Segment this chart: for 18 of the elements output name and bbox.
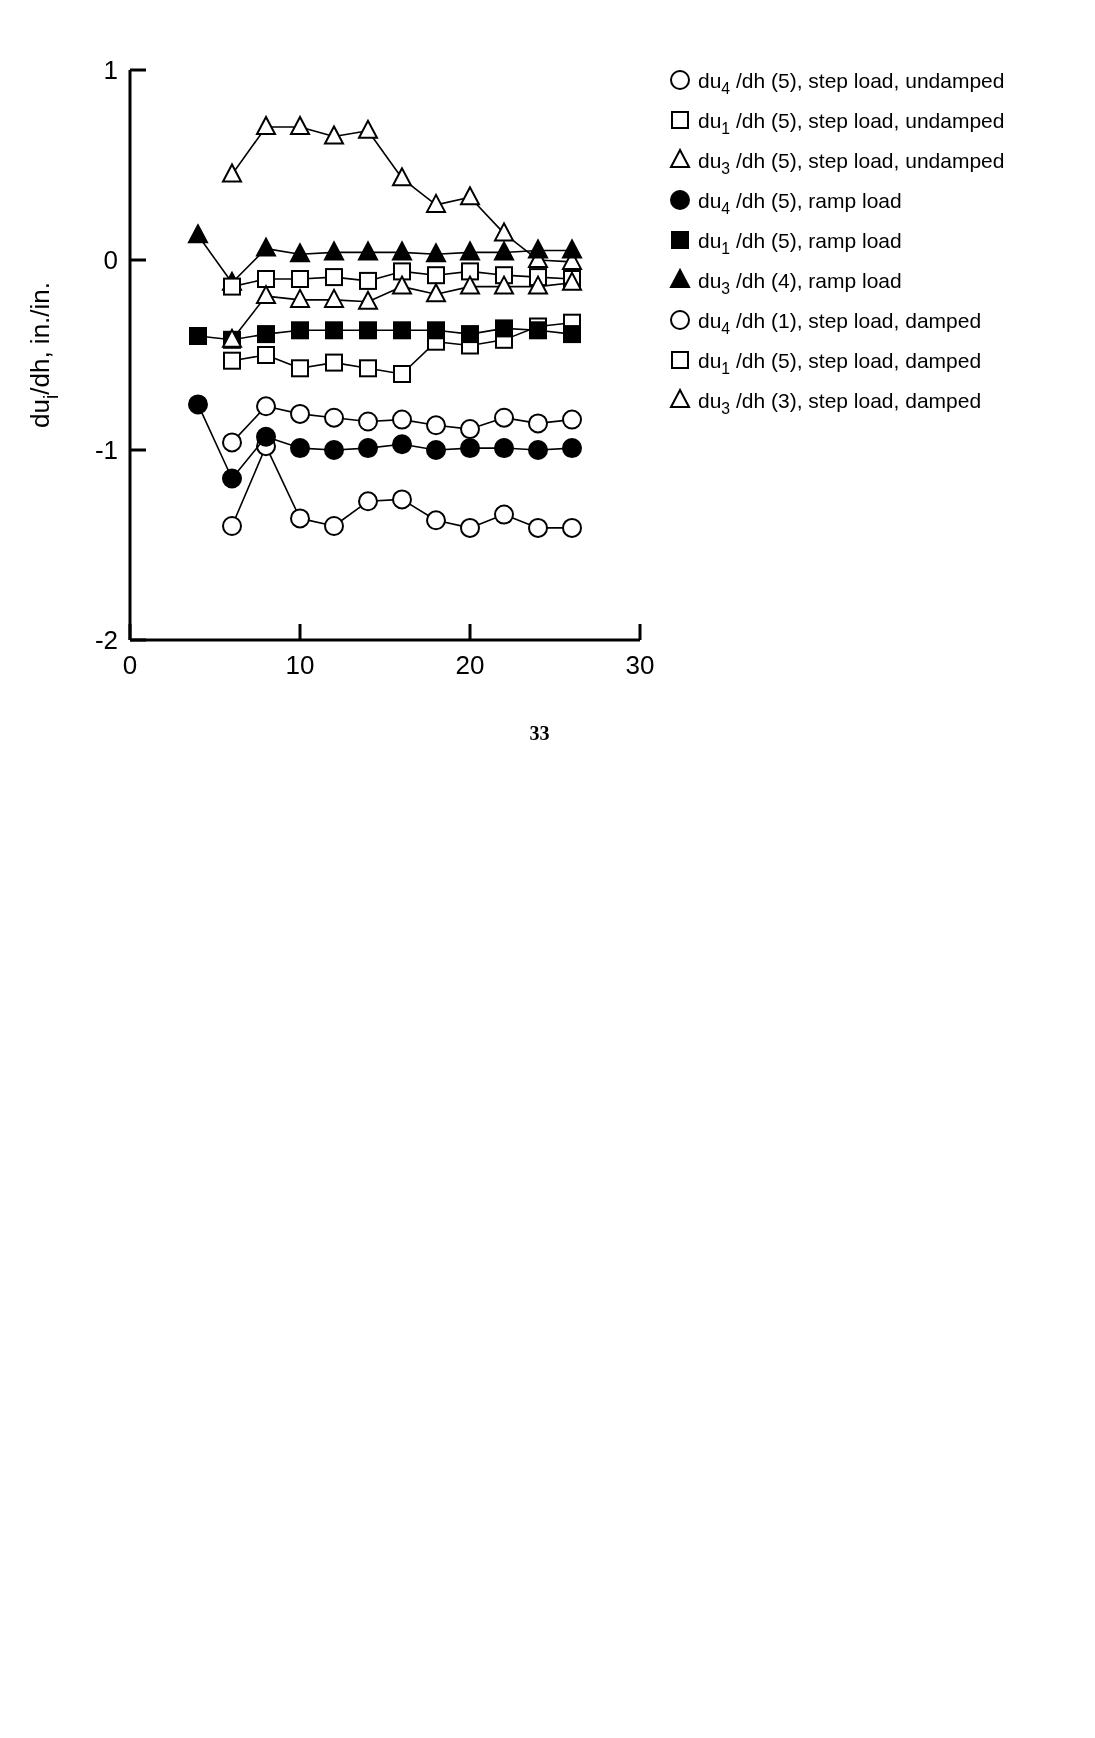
legend-label: du$_{4}$ /dh (5), step load, undamped — [698, 68, 1005, 97]
x-tick-label: 10 — [285, 650, 315, 680]
x-tick-label: 30 — [625, 650, 655, 680]
legend-label: du$_{4}$ /dh (5), ramp load — [698, 188, 902, 217]
y-tick-label: 0 — [103, 245, 118, 275]
y-tick-label: -2 — [94, 625, 118, 655]
legend-label: du$_{1}$ /dh (5), step load, damped — [698, 348, 982, 377]
y-tick-label: 1 — [103, 55, 118, 85]
legend-label: du$_{1}$ /dh (5), ramp load — [698, 228, 902, 257]
legend-label: du$_{3}$ /dh (3), step load, damped — [698, 388, 982, 417]
x-tick-label: 0 — [122, 650, 138, 680]
x-tick-label: 20 — [455, 650, 485, 680]
legend-label: du$_{1}$ /dh (5), step load, undamped — [698, 108, 1005, 137]
legend-label: du$_{4}$ /dh (1), step load, damped — [698, 308, 982, 337]
legend-label: du$_{3}$ /dh (4), ramp load — [698, 268, 902, 297]
y-tick-label: -1 — [94, 435, 118, 465]
legend-label: du$_{3}$ /dh (5), step load, undamped — [698, 148, 1005, 177]
text: 33 — [529, 722, 550, 744]
